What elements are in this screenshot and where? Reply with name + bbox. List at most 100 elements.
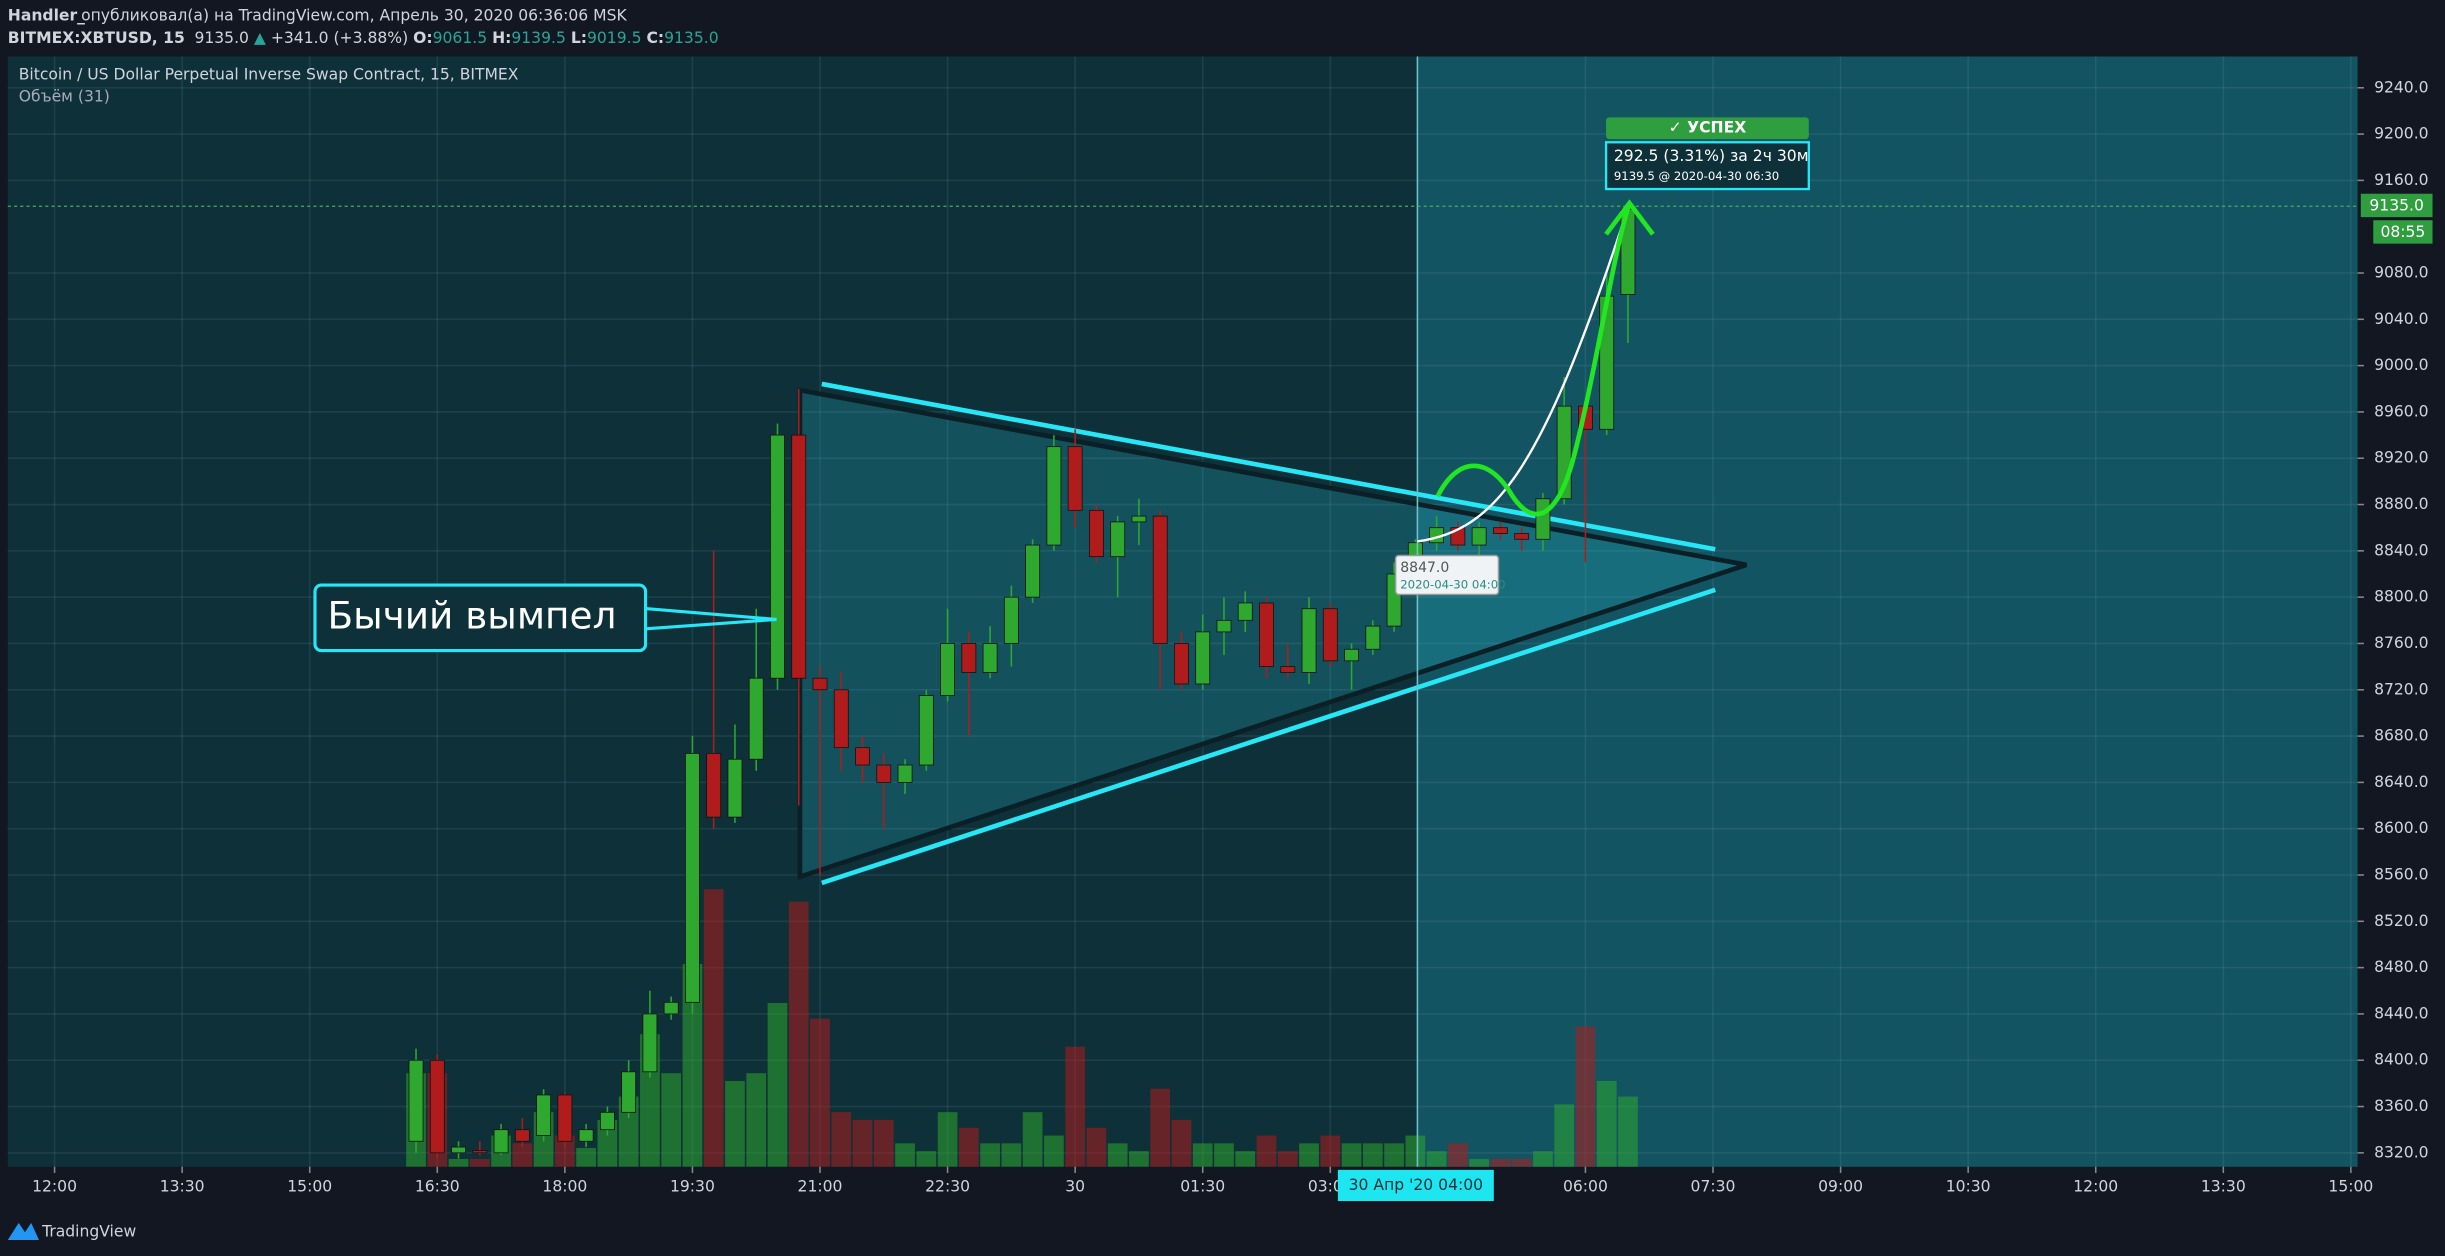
chart-subtitle: Объём (31) xyxy=(19,88,110,106)
volume-bar xyxy=(831,1112,852,1167)
y-tick-label: 8600.0 xyxy=(2374,819,2429,837)
volume-bar xyxy=(1384,1143,1404,1167)
axes: 8320.0 8360.0 8400.0 8440.0 8480.0 8520.0 8560… xyxy=(32,78,2428,1195)
success-badge xyxy=(1606,117,1809,140)
y-tick-label: 9240.0 xyxy=(2374,78,2429,96)
candle-body xyxy=(1365,625,1381,650)
volume-bar xyxy=(1618,1096,1638,1167)
candle-body xyxy=(1535,498,1551,540)
last: 9135.0 xyxy=(194,28,249,46)
volume-bar xyxy=(1341,1143,1362,1167)
volume-bar xyxy=(1362,1143,1383,1167)
crosshair-time: 30 Апр '20 04:00 xyxy=(1349,1176,1483,1194)
candle-body xyxy=(812,677,828,691)
volume-bar xyxy=(1575,1026,1596,1167)
x-tick-label: 19:30 xyxy=(670,1178,715,1196)
candle-body xyxy=(451,1146,466,1154)
chart-title: Bitcoin / US Dollar Perpetual Inverse Sw… xyxy=(19,66,519,84)
candle-body xyxy=(472,1150,488,1154)
x-tick-label: 21:00 xyxy=(798,1178,843,1196)
volume-bar xyxy=(916,1151,937,1167)
y-tick-label: 8880.0 xyxy=(2374,495,2429,513)
y-tick-label: 8800.0 xyxy=(2374,588,2429,606)
x-tick-label: 07:30 xyxy=(1691,1178,1736,1196)
candle-body xyxy=(642,1013,658,1073)
c-label: C: xyxy=(646,28,664,46)
volume-bar xyxy=(1320,1135,1341,1167)
candle-body xyxy=(514,1129,530,1142)
candle-body xyxy=(1237,602,1253,621)
candle-body xyxy=(557,1094,573,1142)
pennant-lower xyxy=(821,587,1716,886)
arrow: ▲ xyxy=(254,28,266,46)
start-box xyxy=(1394,554,1500,596)
x-tick-label: 15:00 xyxy=(2328,1178,2373,1196)
candle-body xyxy=(1195,631,1211,685)
candle-body xyxy=(1344,648,1359,662)
start-time: 2020-04-30 04:00 xyxy=(1400,578,1505,592)
forecast-line xyxy=(1417,202,1631,543)
price-label-box xyxy=(2360,193,2433,218)
candle-body xyxy=(408,1059,424,1142)
volume-bar xyxy=(958,1127,979,1167)
h: 9139.5 xyxy=(511,28,566,46)
candle-body xyxy=(621,1071,637,1113)
y-tick-label: 8520.0 xyxy=(2374,912,2429,930)
volume-bar xyxy=(1596,1080,1617,1167)
candle-body xyxy=(1259,602,1274,668)
l-label: L: xyxy=(571,28,587,46)
callout-box xyxy=(313,583,648,653)
candle-body xyxy=(833,689,849,749)
volume-bar xyxy=(1086,1127,1107,1167)
x-tick-label: 01:30 xyxy=(1180,1178,1225,1196)
volume-bar xyxy=(512,1143,533,1167)
x-tick-label: 30 xyxy=(1065,1178,1085,1196)
candle-body xyxy=(578,1129,594,1142)
volume-bar xyxy=(1426,1151,1447,1167)
success-box xyxy=(1604,141,1810,191)
x-tick-label: 16:30 xyxy=(415,1178,460,1196)
volume-bar xyxy=(1044,1135,1064,1167)
y-tick-label: 9000.0 xyxy=(2374,356,2429,374)
volume-bar xyxy=(1129,1151,1149,1167)
pennant-upper xyxy=(821,381,1716,552)
volume-bar xyxy=(746,1073,767,1167)
o: 9061.5 xyxy=(433,28,488,46)
y-tick-label: 8440.0 xyxy=(2374,1004,2429,1022)
countdown: 08:55 xyxy=(2380,223,2425,241)
y-tick-label: 9080.0 xyxy=(2374,264,2429,282)
success-text: 292.5 (3.31%) за 2ч 30м xyxy=(1614,147,1809,165)
candle-body xyxy=(727,758,743,818)
volume-bar xyxy=(1405,1135,1426,1167)
change: +341.0 (+3.88%) xyxy=(271,28,408,46)
price-label: 9135.0 xyxy=(2369,197,2424,215)
candle-body xyxy=(429,1059,445,1154)
symbol: BITMEX:XBTUSD, 15 xyxy=(8,28,185,46)
volume-bar xyxy=(1065,1046,1086,1167)
volume-bar xyxy=(1150,1088,1171,1167)
volume-bar xyxy=(597,1119,618,1167)
volume-bar xyxy=(555,1135,575,1167)
candle-body xyxy=(1003,596,1019,644)
success-label: ✓ УСПЕХ xyxy=(1669,119,1747,137)
volume-bar xyxy=(1214,1143,1234,1167)
candle-body xyxy=(748,677,764,760)
candle-body xyxy=(918,695,934,766)
candle-body xyxy=(1301,608,1317,673)
candle-body xyxy=(1471,527,1487,546)
highlight-range xyxy=(1417,56,2358,1167)
candle-body xyxy=(1046,446,1062,546)
x-tick-label: 13:30 xyxy=(160,1178,205,1196)
author: Handler_ xyxy=(8,6,85,24)
volume-bar xyxy=(895,1143,915,1167)
o-label: O: xyxy=(413,28,432,46)
volume-bar xyxy=(1256,1135,1277,1167)
callout-pointer xyxy=(645,606,777,631)
candle-body xyxy=(1514,533,1530,540)
volume-bar xyxy=(767,1003,788,1167)
candle-body xyxy=(770,434,785,679)
candle-body xyxy=(493,1129,509,1154)
published: опубликовал(а) на TradingView.com, Апрел… xyxy=(81,6,627,24)
volume-bar xyxy=(661,1073,682,1167)
